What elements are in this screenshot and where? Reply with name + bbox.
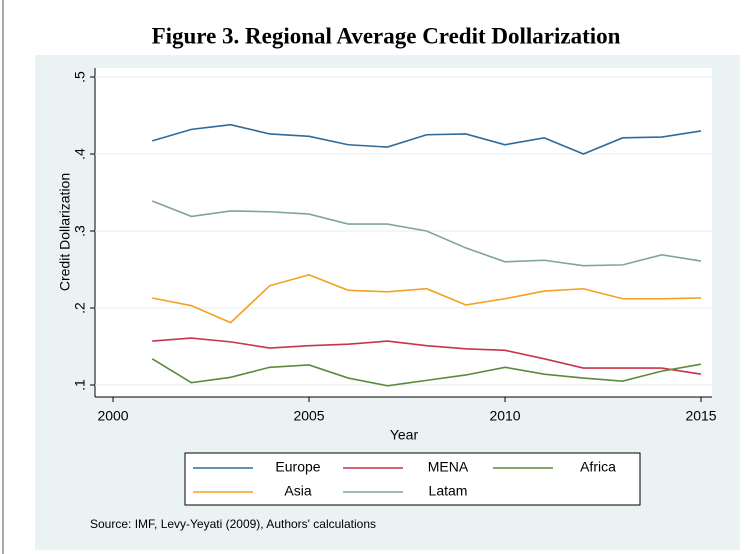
legend-label: Latam xyxy=(429,483,468,499)
series-line xyxy=(151,200,702,267)
plot-region xyxy=(95,68,712,397)
x-tick-label: 2005 xyxy=(293,408,324,424)
legend-label: Europe xyxy=(275,459,320,475)
x-tick-label: 2010 xyxy=(489,408,520,424)
legend-label: Asia xyxy=(284,483,311,499)
y-tick-label: .3 xyxy=(72,225,88,237)
x-tick-label: 2000 xyxy=(97,408,128,424)
source-note: Source: IMF, Levy-Yeyati (2009), Authors… xyxy=(90,517,376,531)
series-line xyxy=(152,337,702,375)
legend-label: Africa xyxy=(580,459,616,475)
legend xyxy=(184,452,641,506)
series-line xyxy=(151,358,702,387)
chart-title: Figure 3. Regional Average Credit Dollar… xyxy=(152,23,621,48)
series-line xyxy=(152,274,702,324)
legend-label: MENA xyxy=(428,459,469,475)
x-tick-label: 2015 xyxy=(685,408,716,424)
y-tick-label: .1 xyxy=(72,379,88,391)
y-tick-label: .5 xyxy=(72,71,88,83)
y-axis-title: Credit Dollarization xyxy=(57,173,73,291)
series-line xyxy=(152,123,702,155)
y-tick-label: .4 xyxy=(72,148,88,160)
y-tick-label: .2 xyxy=(72,302,88,314)
x-axis-title: Year xyxy=(390,427,419,443)
